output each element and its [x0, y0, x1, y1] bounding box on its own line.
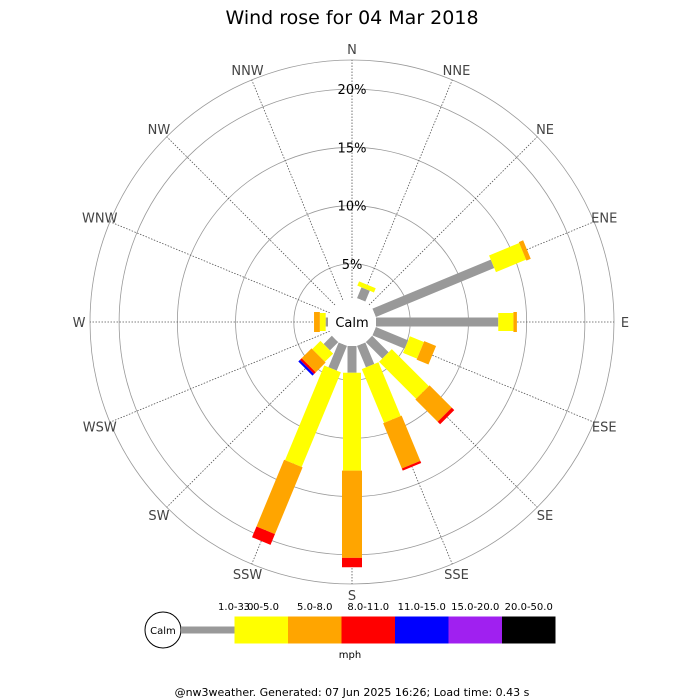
- petal-ene-bin-1: [372, 259, 495, 317]
- direction-label-wsw: WSW: [83, 420, 117, 435]
- direction-label-nne: NNE: [443, 64, 471, 79]
- wind-petals: [252, 240, 531, 568]
- petal-sw-bin-4: [299, 358, 316, 375]
- petal-nne-bin-2: [357, 281, 376, 293]
- chart-title: Wind rose for 04 Mar 2018: [225, 7, 478, 29]
- legend: Calm 1.0-3.03.0-5.0 5.0-8.0 8.0-11.0 11.0-1…: [144, 602, 556, 661]
- petal-ese-bin-3: [416, 341, 437, 365]
- ring-label-2: 10%: [338, 200, 367, 215]
- petal-ssw-bin-2: [285, 365, 341, 468]
- direction-label-nw: NW: [148, 123, 171, 138]
- petal-ese-bin-1: [372, 327, 409, 349]
- legend-swatch-5: [395, 616, 449, 644]
- petal-ene-bin-3: [518, 240, 531, 261]
- petal-ssw-bin-4: [252, 526, 275, 545]
- ring-label-3: 15%: [338, 141, 367, 156]
- spoke-nw: [166, 136, 353, 323]
- petal-se-bin-2: [379, 349, 429, 399]
- legend-swatch-6: [448, 616, 502, 644]
- direction-label-ese: ESE: [592, 420, 617, 435]
- ring-label-1: 5%: [342, 258, 363, 273]
- direction-label-se: SE: [537, 509, 553, 524]
- legend-swatch-2: [234, 616, 288, 644]
- petal-ssw-bin-1: [328, 342, 347, 371]
- petal-sw-bin-1: [323, 335, 339, 351]
- petal-se-bin-3: [415, 385, 452, 422]
- legend-label-1: 1.0-3.0: [218, 602, 253, 613]
- legend-label-7: 20.0-50.0: [505, 602, 553, 613]
- legend-calm-label: Calm: [150, 626, 176, 637]
- direction-label-sw: SW: [148, 509, 169, 524]
- petal-ssw-bin-3: [256, 459, 303, 535]
- calm-circle: Calm: [328, 298, 376, 346]
- direction-label-e: E: [621, 316, 629, 331]
- petal-sse-bin-4: [401, 460, 422, 471]
- footer-text: @nw3weather. Generated: 07 Jun 2025 16:2…: [175, 686, 530, 699]
- direction-label-n: N: [347, 43, 357, 58]
- petal-sse-bin-1: [357, 342, 375, 368]
- petal-sse-bin-2: [361, 362, 401, 423]
- legend-swatch-3: [288, 616, 342, 644]
- direction-label-ene: ENE: [591, 212, 617, 227]
- petal-ene-bin-2: [489, 243, 527, 273]
- legend-label-2: 3.0-5.0: [244, 602, 279, 613]
- direction-label-wnw: WNW: [82, 212, 118, 227]
- petal-sw-bin-3: [301, 348, 326, 373]
- direction-label-sse: SSE: [444, 568, 469, 583]
- legend-swatch-4: [341, 616, 395, 644]
- direction-label-s: S: [348, 589, 356, 604]
- legend-units: mph: [339, 650, 361, 661]
- legend-label-5: 11.0-15.0: [398, 602, 446, 613]
- legend-swatch-1: [181, 626, 235, 634]
- direction-label-w: W: [73, 316, 86, 331]
- petal-ese-bin-2: [403, 336, 424, 359]
- direction-label-nnw: NNW: [231, 64, 263, 79]
- legend-swatch-7: [502, 616, 556, 644]
- legend-label-3: 5.0-8.0: [297, 602, 332, 613]
- petal-sse-bin-3: [383, 415, 421, 469]
- calm-label: Calm: [335, 316, 368, 331]
- petal-sw-bin-2: [312, 340, 334, 362]
- petal-nne-bin-1: [357, 287, 370, 302]
- petal-se-bin-4: [437, 407, 455, 425]
- direction-label-ssw: SSW: [233, 568, 263, 583]
- legend-label-6: 15.0-20.0: [451, 602, 499, 613]
- legend-label-4: 8.0-11.0: [347, 602, 389, 613]
- spoke-ne: [351, 136, 538, 323]
- direction-label-ne: NE: [536, 123, 554, 138]
- ring-label-4: 20%: [338, 83, 367, 98]
- petal-se-bin-1: [365, 335, 389, 359]
- petal-sw-bin-5: [298, 359, 315, 376]
- spoke-wnw: [109, 221, 353, 323]
